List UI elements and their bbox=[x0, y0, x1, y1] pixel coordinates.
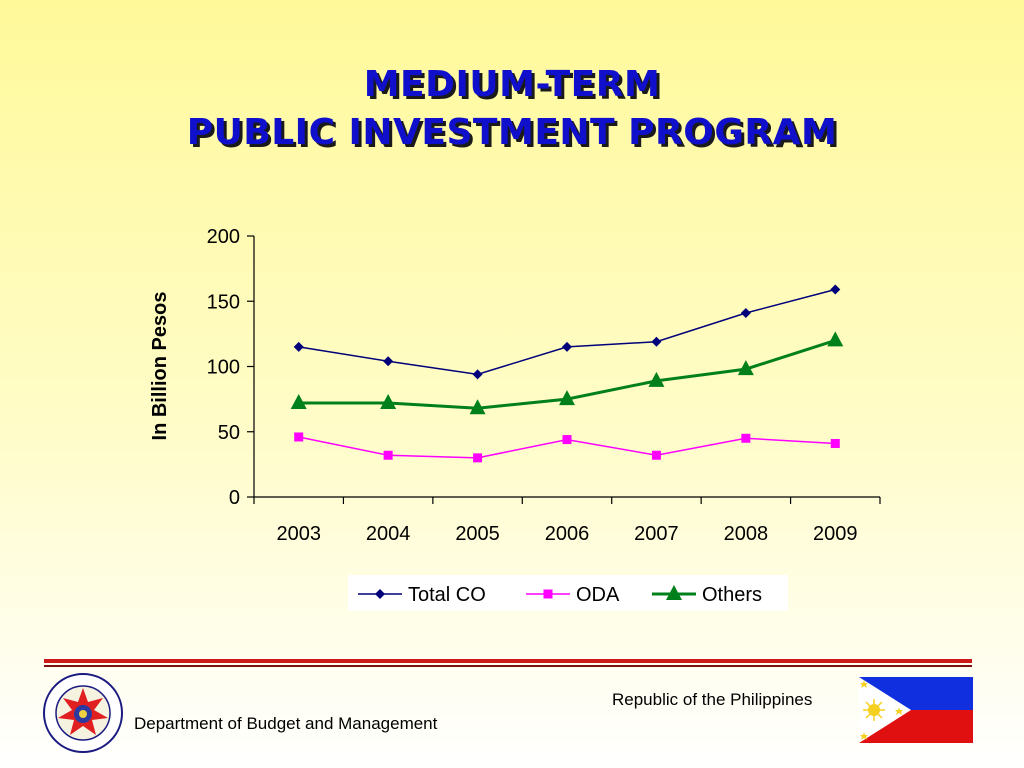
y-tick-label: 100 bbox=[207, 357, 240, 379]
legend-item-others: Others bbox=[652, 584, 762, 606]
y-tick-label: 150 bbox=[207, 291, 240, 313]
line-chart: 0 50 100 150 200 2003 2004 2005 2006 2007 2008 200… bbox=[149, 226, 881, 611]
dbm-seal-icon bbox=[43, 673, 123, 753]
data-point-others bbox=[469, 399, 486, 415]
x-tick-label: 2004 bbox=[366, 523, 411, 545]
legend-item-total-co: Total CO bbox=[358, 584, 486, 606]
y-tick-label: 0 bbox=[229, 487, 240, 509]
y-tick-label: 50 bbox=[218, 422, 240, 444]
data-point-total-co bbox=[651, 336, 662, 347]
y-axis-label: In Billion Pesos bbox=[149, 292, 171, 441]
footer-rule-red bbox=[44, 659, 972, 663]
philippine-flag-icon bbox=[859, 677, 973, 743]
legend-swatch-marker bbox=[666, 585, 682, 600]
data-point-total-co bbox=[472, 369, 483, 380]
legend-item-oda: ODA bbox=[526, 584, 620, 606]
footer-department-name: Department of Budget and Management bbox=[134, 714, 438, 733]
data-point-total-co bbox=[740, 307, 751, 318]
series-oda bbox=[294, 432, 840, 463]
chart-axes bbox=[253, 236, 880, 498]
x-tick-label: 2007 bbox=[634, 523, 679, 545]
data-point-others bbox=[380, 394, 397, 410]
data-point-oda bbox=[383, 450, 393, 460]
data-point-total-co bbox=[383, 356, 394, 367]
series-others bbox=[290, 331, 844, 415]
x-tick-label: 2008 bbox=[724, 523, 769, 545]
x-tick-label: 2006 bbox=[545, 523, 590, 545]
legend-swatch-marker bbox=[543, 589, 553, 599]
footer-rule-dark bbox=[44, 665, 972, 667]
slide-title-line-2: PUBLIC INVESTMENT PROGRAM bbox=[186, 112, 838, 153]
y-tick-label: 200 bbox=[207, 226, 240, 248]
data-point-total-co bbox=[293, 341, 304, 352]
data-point-total-co bbox=[830, 284, 841, 295]
slide-title-line-1: MEDIUM-TERM bbox=[363, 64, 661, 105]
data-point-oda bbox=[651, 450, 661, 460]
data-point-others bbox=[648, 371, 665, 387]
data-point-oda bbox=[294, 432, 304, 442]
data-point-others bbox=[290, 394, 307, 410]
series-total-co bbox=[293, 284, 841, 380]
data-point-others bbox=[827, 331, 844, 347]
legend-box bbox=[348, 575, 788, 611]
data-point-others bbox=[737, 360, 754, 376]
data-point-oda bbox=[830, 438, 840, 448]
legend-label: Others bbox=[702, 584, 762, 606]
series-line-total-co bbox=[298, 288, 836, 376]
legend-swatch-marker bbox=[375, 589, 385, 599]
legend-label: Total CO bbox=[408, 584, 486, 606]
chart-legend: Total CO ODA Others bbox=[348, 575, 788, 611]
x-tick-label: 2009 bbox=[813, 523, 858, 545]
data-point-others bbox=[559, 390, 575, 406]
data-point-oda bbox=[473, 453, 483, 463]
data-point-oda bbox=[741, 433, 751, 443]
data-point-oda bbox=[562, 435, 572, 445]
legend-label: ODA bbox=[576, 584, 620, 606]
data-point-total-co bbox=[562, 341, 572, 352]
footer-republic-text: Republic of the Philippines bbox=[612, 690, 813, 709]
x-tick-label: 2003 bbox=[276, 523, 321, 545]
x-tick-label: 2005 bbox=[455, 523, 500, 545]
